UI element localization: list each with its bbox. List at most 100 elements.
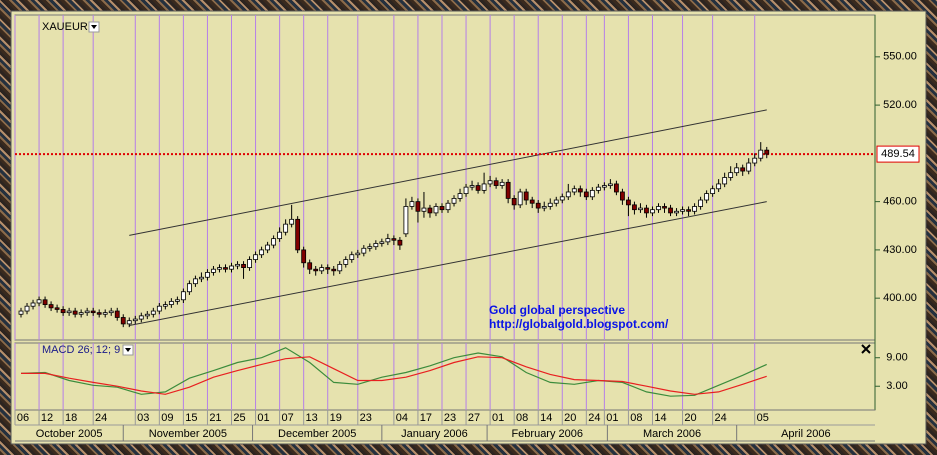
x-tick-label: 17 [420, 412, 432, 424]
y-tick-label: 460.00 [883, 196, 917, 208]
candle-body [469, 185, 475, 188]
y-tick-label: 520.00 [883, 99, 917, 111]
candle-body [451, 198, 457, 204]
candle-body [565, 191, 571, 198]
candle-body [710, 188, 716, 194]
candle-body [734, 167, 740, 174]
x-tick-label: 14 [540, 412, 552, 424]
annotation: http://globalgold.blogspot.com/ [489, 317, 669, 331]
candle-body [722, 177, 728, 185]
candle-body [36, 299, 42, 304]
candle-body [217, 267, 222, 270]
candle-body [199, 276, 204, 280]
candle-body [295, 218, 301, 251]
candle-body [361, 247, 367, 254]
month-label: October 2005 [36, 428, 103, 440]
candle-body [553, 199, 559, 204]
candle-body [746, 162, 752, 172]
x-tick-label: 21 [209, 412, 221, 424]
candle-body [150, 310, 156, 315]
candle-body [559, 196, 565, 201]
candle-body [126, 320, 132, 325]
channel-line [129, 201, 767, 327]
candle-body [102, 312, 108, 315]
candle-body [162, 304, 168, 307]
month-label: December 2005 [278, 428, 356, 440]
candle-body [72, 310, 78, 315]
x-tick-label: 18 [65, 412, 77, 424]
y-tick-label: 400.00 [883, 292, 917, 304]
x-tick-label: 27 [468, 412, 480, 424]
candle-body [379, 241, 385, 244]
x-tick-label: 13 [306, 412, 318, 424]
candle-body [674, 210, 679, 214]
candle-body [313, 268, 319, 272]
x-tick-label: 04 [396, 412, 408, 424]
candle-body [30, 302, 36, 307]
candle-body [445, 202, 451, 211]
candle-body [331, 268, 337, 272]
candle-body [385, 238, 391, 243]
candle-body [421, 207, 427, 212]
x-tick-label: 14 [654, 412, 666, 424]
candle-body [475, 185, 481, 191]
candle-body [620, 191, 625, 201]
candle-body [168, 300, 174, 306]
candle-body [265, 244, 270, 251]
x-tick-label: 05 [757, 412, 769, 424]
candle-body [132, 318, 138, 322]
x-tick-label: 24 [714, 412, 726, 424]
candle-body [517, 191, 523, 206]
candle-body [427, 207, 433, 214]
candle-body [523, 191, 529, 201]
y-tick-label: 430.00 [883, 244, 917, 256]
x-tick-label: 20 [684, 412, 696, 424]
candle-body [529, 199, 535, 204]
candle-body [193, 278, 198, 285]
candle-body [253, 254, 258, 260]
last-price-label: 489.54 [881, 148, 915, 160]
candle-body [229, 265, 234, 270]
candle-body [283, 223, 289, 233]
candle-body [535, 202, 541, 209]
candle-body [325, 267, 331, 270]
candle-body [144, 313, 150, 317]
candle-body [343, 259, 349, 265]
candle-body [409, 201, 415, 207]
candle-body [48, 304, 54, 309]
candle-body [271, 238, 277, 246]
candle-body [595, 186, 601, 191]
x-tick-label: 24 [588, 412, 600, 424]
macd-line [20, 347, 767, 397]
candle-body [355, 252, 361, 256]
y-tick-label: 9.00 [886, 352, 907, 364]
candle-body [18, 310, 24, 315]
candle-body [66, 310, 72, 314]
candle-body [180, 291, 186, 301]
candle-body [680, 209, 685, 212]
candle-body [96, 312, 102, 315]
candle-body [433, 206, 439, 214]
month-label: March 2006 [643, 428, 701, 440]
candle-body [740, 167, 746, 172]
candle-body [541, 206, 547, 209]
candle-body [114, 310, 120, 318]
candle-body [692, 206, 697, 212]
month-label: January 2006 [401, 428, 468, 440]
candle-body [505, 181, 511, 199]
candle-body [307, 262, 313, 270]
candle-body [607, 183, 613, 186]
x-tick-label: 08 [630, 412, 642, 424]
candle-body [349, 254, 355, 260]
candle-body [138, 315, 144, 320]
x-tick-label: 08 [516, 412, 528, 424]
candle-body [439, 206, 445, 211]
plot-layer: 06 12 18 24 03 09 15 21 25 01 07 13 19 23 04 17 23 27 01 08… [14, 15, 920, 441]
close-button[interactable] [861, 344, 871, 354]
candle-body [24, 305, 30, 312]
candle-body [764, 149, 770, 155]
candle-body [403, 206, 409, 235]
candle-body [698, 199, 703, 207]
candle-body [613, 183, 619, 193]
